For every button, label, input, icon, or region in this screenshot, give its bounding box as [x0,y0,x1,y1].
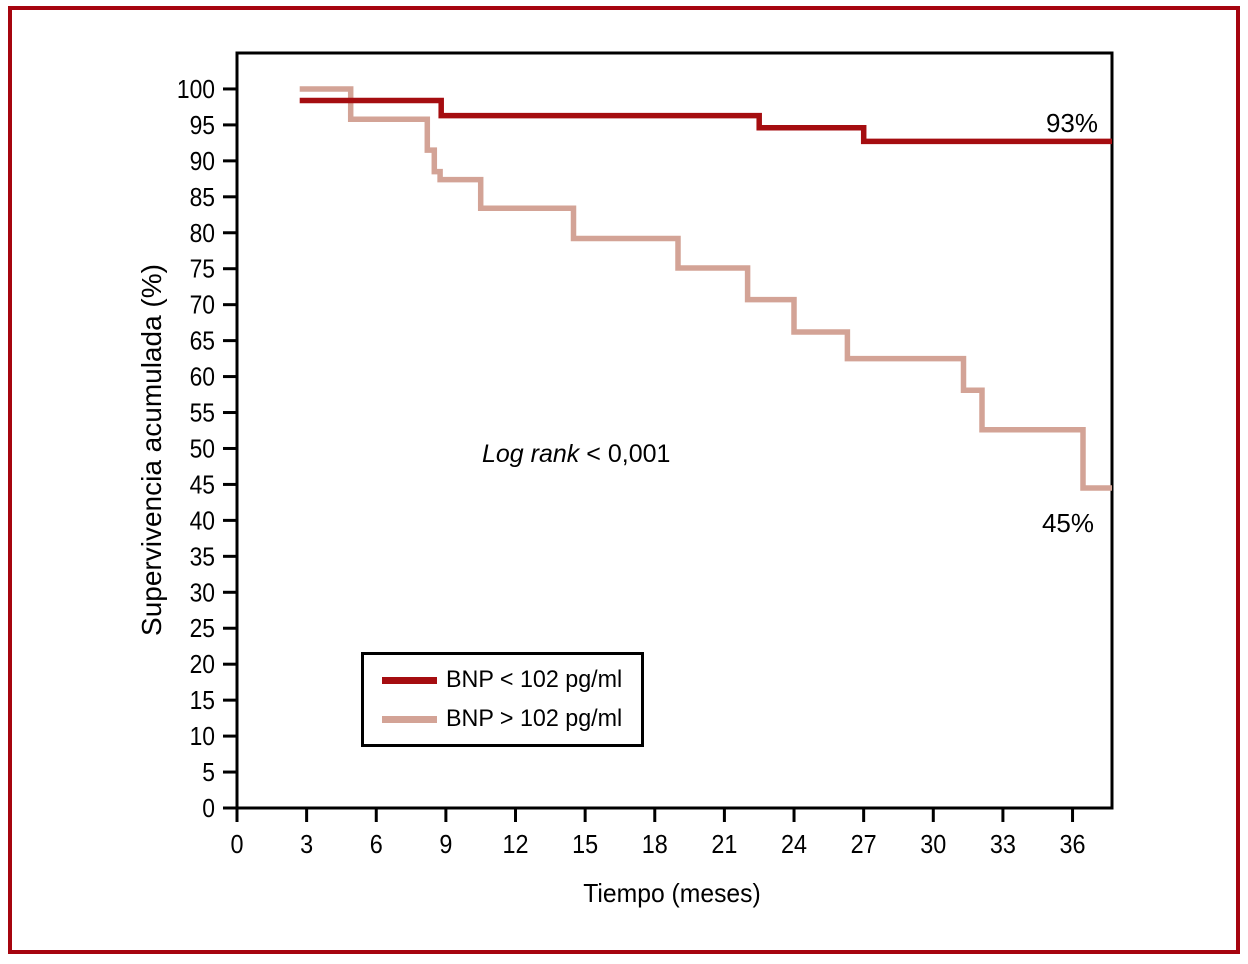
log-rank-annotation-italic: Log rank [482,440,580,468]
legend-entry-bnp-low: BNP < 102 pg/ml [382,666,641,694]
y-tick-label: 45 [190,471,215,500]
survival-curve-bnp-high [299,86,1112,491]
y-tick-label: 35 [190,543,215,572]
legend-line-swatch-dark-red [382,676,437,684]
y-tick-label: 15 [190,687,215,716]
legend-entry-bnp-high: BNP > 102 pg/ml [382,705,641,733]
x-tick-label: 30 [920,831,946,859]
final-survival-label-bnp-low: 93% [1045,108,1098,138]
y-tick-label: 75 [190,255,215,284]
x-tick-label: 15 [572,831,598,859]
x-axis-title: Tiempo (meses) [583,878,761,908]
legend-label-bnp-high: BNP > 102 pg/ml [446,705,623,732]
y-tick-label: 85 [190,184,215,213]
plot-border [235,51,1114,810]
y-tick-label: 90 [190,148,215,177]
log-rank-annotation: Log rank < 0,001 [482,440,670,469]
log-rank-annotation-value: < 0,001 [586,440,671,468]
y-tick-label: 70 [190,291,215,320]
survival-curve-bnp-low [299,97,1112,145]
y-tick-label: 80 [190,219,215,248]
y-tick-label: 5 [202,759,215,788]
x-tick-label: 18 [642,831,668,859]
y-tick-label: 10 [190,723,215,752]
x-tick-label: 24 [781,831,807,859]
legend-line-swatch-pink [382,715,437,723]
x-tick-label: 0 [230,831,243,859]
y-tick-label: 65 [190,327,215,356]
figure-border-frame [8,6,1240,954]
y-tick-label: 60 [190,363,215,392]
x-tick-label: 12 [503,831,529,859]
legend-label-bnp-low: BNP < 102 pg/ml [446,666,623,693]
y-tick-label: 20 [190,651,215,680]
x-tick-label: 3 [300,831,313,859]
x-tick-label: 36 [1060,831,1086,859]
x-tick-label: 6 [370,831,383,859]
y-tick-label: 100 [177,76,215,105]
y-tick-label: 40 [190,507,215,536]
x-tick-label: 9 [439,831,452,859]
x-tick-label: 21 [711,831,737,859]
x-tick-label: 27 [851,831,877,859]
y-tick-label: 0 [202,795,215,824]
final-survival-label-bnp-high: 45% [1041,508,1094,538]
y-tick-label: 95 [190,112,215,141]
y-tick-label: 30 [190,579,215,608]
y-tick-label: 55 [190,399,215,428]
x-tick-label: 33 [990,831,1016,859]
y-axis-title: Supervivencia acumulada (%) [136,264,167,636]
y-tick-label: 50 [190,435,215,464]
legend-box: BNP < 102 pg/ml BNP > 102 pg/ml [361,652,644,747]
y-tick-label: 25 [190,615,215,644]
